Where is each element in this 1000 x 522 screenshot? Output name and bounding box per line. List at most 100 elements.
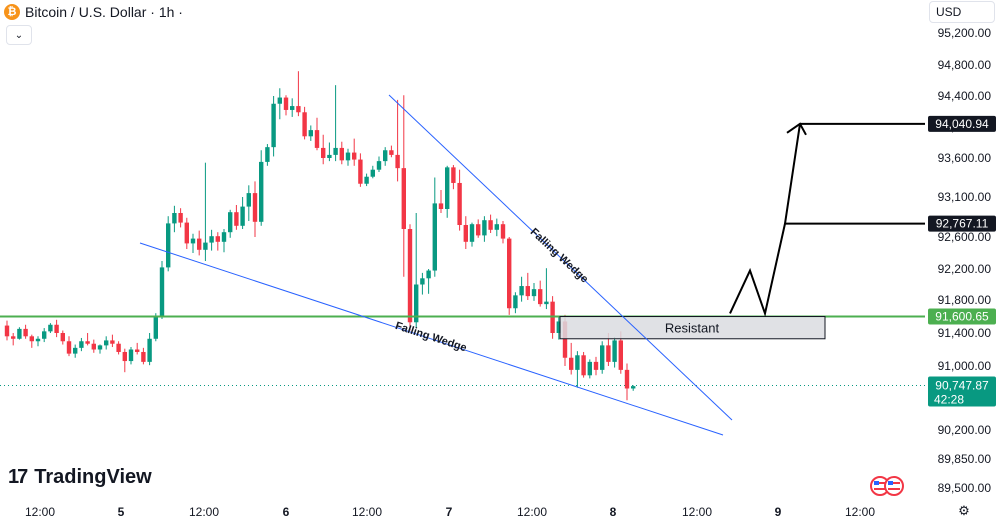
candle: [23, 324, 28, 339]
candle: [414, 213, 419, 329]
candle: [252, 181, 258, 237]
candle: [122, 348, 127, 373]
candle: [79, 337, 84, 352]
price-tag: 94,040.94: [928, 115, 996, 132]
time-axis-label: 7: [446, 505, 453, 519]
time-axis-label: 12:00: [682, 505, 712, 519]
price-axis-label: 94,800.00: [938, 58, 992, 72]
time-axis-label: 12:00: [845, 505, 875, 519]
price-axis-label: 93,600.00: [938, 151, 992, 165]
candle: [209, 229, 214, 251]
wedge-upper-line[interactable]: [388, 94, 733, 421]
candle: [116, 341, 121, 355]
candle: [302, 106, 307, 140]
candle: [283, 95, 289, 116]
price-axis-label: 93,100.00: [938, 190, 992, 204]
candle: [401, 95, 406, 277]
candle: [438, 189, 444, 213]
time-axis-label: 12:00: [517, 505, 547, 519]
candle: [507, 237, 512, 315]
projection-path[interactable]: [729, 123, 801, 318]
candle: [575, 351, 580, 388]
chevron-down-icon: ⌄: [14, 29, 24, 41]
candle: [54, 319, 59, 338]
candle: [91, 339, 96, 353]
candle: [234, 205, 239, 230]
price-axis[interactable]: 95,200.0094,800.0094,400.0094,000.0093,6…: [938, 26, 992, 495]
candle: [420, 272, 425, 295]
candle: [166, 216, 171, 272]
candle: [159, 261, 165, 319]
time-axis-label: 9: [775, 505, 782, 519]
candle: [463, 216, 468, 249]
gear-icon[interactable]: ⚙: [958, 503, 970, 518]
candle: [11, 333, 16, 346]
candle: [376, 156, 382, 173]
currency-selector[interactable]: USD: [929, 1, 995, 23]
time-axis-label: 6: [283, 505, 290, 519]
price-tag-label: 91,600.65: [935, 309, 989, 323]
candle: [457, 169, 462, 231]
candle: [215, 232, 220, 251]
candle: [624, 363, 630, 401]
candle: [352, 138, 357, 166]
price-axis-label: 94,400.00: [938, 89, 992, 103]
wedge-label-upper: Falling Wedge: [528, 226, 591, 285]
wedge-lower-line[interactable]: [139, 242, 724, 436]
symbol-title: Bitcoin / U.S. Dollar · 1h ·: [25, 4, 183, 20]
flag-icon[interactable]: [870, 476, 904, 496]
candle: [153, 313, 158, 342]
price-axis-label: 89,500.00: [938, 481, 992, 495]
bitcoin-icon: ₿: [4, 4, 20, 20]
time-axis-label: 8: [610, 505, 617, 519]
symbol-header[interactable]: ₿ Bitcoin / U.S. Dollar · 1h ·: [4, 1, 183, 23]
candle: [569, 342, 574, 375]
candle: [469, 222, 475, 247]
time-axis[interactable]: 12:00 5 12:00 6 12:00 7 12:00 8 12:00 9 12:00: [25, 505, 875, 519]
candle: [228, 209, 233, 238]
candle: [389, 145, 394, 158]
price-tag-label: 92,767.11: [936, 217, 989, 231]
time-axis-label: 12:00: [352, 505, 382, 519]
candle: [42, 328, 47, 343]
tradingview-logo[interactable]: 17 TradingView: [8, 466, 152, 489]
candle: [4, 320, 10, 341]
candle: [531, 282, 537, 301]
candle: [308, 125, 313, 141]
candle: [190, 233, 196, 253]
price-axis-label: 95,200.00: [938, 26, 992, 40]
candle-countdown: 42:28: [934, 393, 964, 407]
price-tag-label: 94,040.94: [935, 117, 989, 131]
candle: [73, 344, 78, 358]
time-axis-label: 12:00: [189, 505, 219, 519]
candle: [333, 85, 338, 162]
candle: [178, 208, 183, 228]
candle: [612, 337, 617, 368]
current-price-label: 90,747.87: [935, 379, 989, 393]
candle: [550, 296, 555, 339]
candle: [104, 336, 109, 350]
resistance-zone[interactable]: [559, 316, 826, 340]
candle: [383, 147, 388, 166]
candle: [587, 359, 592, 379]
candle: [519, 276, 524, 302]
price-tag: 91,600.65: [928, 308, 996, 325]
time-axis-label: 12:00: [25, 505, 55, 519]
price-axis-label: 92,200.00: [938, 262, 992, 276]
candle: [432, 177, 437, 277]
candle: [147, 333, 152, 366]
candle: [445, 165, 450, 218]
candle: [290, 98, 295, 117]
price-axis-label: 91,400.00: [938, 326, 992, 340]
price-axis-label: 90,200.00: [938, 423, 992, 437]
candle: [197, 230, 202, 256]
price-axis-label: 92,600.00: [938, 230, 992, 244]
collapse-legend-button[interactable]: ⌄: [6, 25, 32, 45]
candle: [128, 347, 134, 365]
candle: [141, 347, 146, 365]
candle: [314, 117, 320, 151]
candle: [203, 162, 208, 261]
candle: [48, 323, 53, 333]
